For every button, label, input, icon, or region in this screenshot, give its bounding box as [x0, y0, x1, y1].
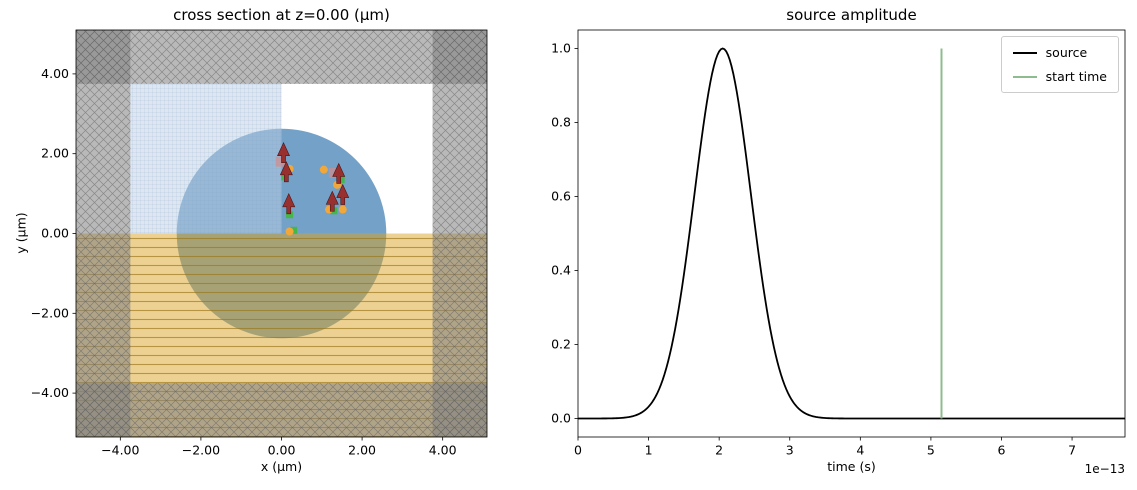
x-tick-label: 5 — [927, 443, 935, 458]
x-tick-label: 2 — [715, 443, 723, 458]
source-amplitude-title: source amplitude — [786, 6, 917, 24]
legend: source start time — [1000, 36, 1119, 93]
legend-item-start-time: start time — [1012, 69, 1107, 84]
monitor-square-marker — [286, 211, 294, 219]
cross-section-plot-area — [76, 30, 487, 437]
x-tick-label: 6 — [998, 443, 1006, 458]
cross-section-title: cross section at z=0.00 (μm) — [173, 6, 390, 24]
legend-label-start-time: start time — [1045, 69, 1107, 84]
source-amplitude-curve — [578, 47, 1125, 420]
source-plot-area — [578, 47, 1125, 420]
dipole-arrow-marker — [325, 190, 339, 212]
x-tick-label: 4 — [856, 443, 864, 458]
source-time-xlabel: time (s) — [827, 459, 876, 474]
x-tick-label: 1 — [645, 443, 653, 458]
dipole-arrow-marker — [332, 162, 346, 184]
legend-label-source: source — [1045, 45, 1088, 60]
point-marker — [338, 205, 347, 214]
x-tick-label: 7 — [1068, 443, 1076, 458]
y-tick-label: 0.6 — [551, 189, 571, 204]
axes-spine — [577, 29, 1126, 438]
pml-boundary-hatch — [76, 30, 487, 84]
x-tick-label: 2.00 — [348, 443, 376, 458]
y-tick-label: 1.0 — [551, 41, 571, 56]
x-axis-offset-label: 1e−13 — [1084, 462, 1125, 476]
dipole-arrow-marker — [282, 193, 296, 215]
point-marker — [285, 227, 294, 236]
plot-background — [578, 30, 1125, 437]
x-tick-label: 4.00 — [429, 443, 457, 458]
dipole-arrow-marker — [279, 161, 293, 183]
y-tick-label: −4.00 — [31, 385, 69, 400]
source-line-swatch — [1012, 51, 1037, 54]
point-marker — [319, 165, 328, 174]
x-tick-label: 0.00 — [268, 443, 296, 458]
x-tick-label: −2.00 — [182, 443, 220, 458]
monitor-square-marker — [290, 226, 298, 234]
y-tick-label: 2.00 — [41, 146, 69, 161]
legend-item-source: source — [1012, 45, 1107, 60]
pml-boundary-hatch — [76, 30, 131, 437]
field-monitor-marker — [275, 156, 286, 167]
start-time-line-swatch — [1012, 75, 1037, 78]
y-tick-label: 0.2 — [551, 337, 571, 352]
cross-section-ylabel: y (μm) — [13, 212, 29, 254]
dipole-arrow-marker — [277, 141, 290, 163]
pml-boundary-hatch — [432, 30, 487, 437]
y-tick-label: 0.8 — [551, 115, 571, 130]
y-tick-label: 0.00 — [41, 226, 69, 241]
x-tick-label: 0 — [574, 443, 582, 458]
y-tick-label: 4.00 — [41, 66, 69, 81]
y-tick-label: 0.4 — [551, 263, 571, 278]
cross-section-xlabel: x (μm) — [260, 459, 303, 474]
x-tick-label: 3 — [786, 443, 794, 458]
mesh-override-region-hatch — [130, 83, 282, 234]
y-tick-label: 0.0 — [551, 411, 571, 426]
x-tick-label: −4.00 — [101, 443, 139, 458]
pml-boundary-hatch — [76, 383, 487, 437]
monitor-square-marker — [337, 176, 345, 184]
y-tick-label: −2.00 — [31, 305, 69, 320]
field-monitor-marker — [328, 167, 339, 178]
dipole-arrow-marker — [336, 183, 350, 205]
